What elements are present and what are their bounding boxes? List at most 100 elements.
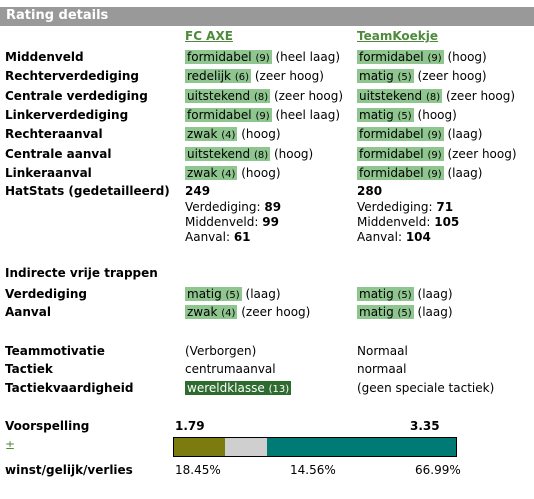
hatstats-total: 249 xyxy=(185,184,211,198)
rating: formidabel (9) (zeer hoog) xyxy=(357,146,517,164)
row-label: Centrale verdediging xyxy=(5,89,148,103)
level-score: (13) xyxy=(268,384,290,395)
part-label: Aanval: xyxy=(185,230,230,244)
motivation: (Verborgen) xyxy=(185,344,257,358)
outcome-label: 66.99% xyxy=(415,463,461,477)
level-score: (9) xyxy=(427,53,442,64)
part-label: Verdediging: xyxy=(185,200,261,214)
team-name: FC AXE xyxy=(185,29,233,43)
rating-level: uitstekend (8) xyxy=(185,147,271,161)
level-score: (9) xyxy=(427,150,442,161)
rating-level: uitstekend (8) xyxy=(357,89,443,103)
level-text: matig xyxy=(359,69,394,83)
row-label: Linkerverdediging xyxy=(5,108,129,122)
level-score: (8) xyxy=(253,92,269,103)
hatstats-part: Aanval: 104 xyxy=(357,229,431,245)
rating-note: (hoog) xyxy=(241,127,281,141)
motivation: Normaal xyxy=(357,344,408,358)
team-name: TeamKoekje xyxy=(357,29,439,43)
level-text: wereldklasse xyxy=(187,381,265,395)
row-label: HatStats (gedetailleerd) xyxy=(5,184,170,198)
level-score: (5) xyxy=(225,290,240,301)
rating: zwak (4) (hoog) xyxy=(185,126,281,144)
row-label: Linkeraanval xyxy=(5,166,92,180)
rating-note: (laag) xyxy=(447,166,483,180)
row-label: Tactiek xyxy=(5,362,53,376)
rating-note: (zeer hoog) xyxy=(273,89,344,103)
rating: formidabel (9) (hoog) xyxy=(357,49,487,67)
level-text: formidabel xyxy=(359,50,424,64)
rating-note: (hoog) xyxy=(273,147,314,161)
rating-level: matig (5) xyxy=(357,108,414,122)
section-title: Indirecte vrije trappen xyxy=(5,266,158,280)
rating-level: matig (5) xyxy=(357,305,414,319)
rating: matig (5) (laag) xyxy=(357,304,453,322)
level-text: formidabel xyxy=(359,166,424,180)
part-value: 61 xyxy=(233,230,251,244)
rating: matig (5) (zeer hoog) xyxy=(357,68,487,86)
row-label: Verdediging xyxy=(5,287,87,301)
toggle: ± xyxy=(5,438,16,452)
level-score: (4) xyxy=(221,169,236,180)
rating: matig (5) (laag) xyxy=(357,286,453,304)
level-text: matig xyxy=(359,108,394,122)
rating: uitstekend (8) (zeer hoog) xyxy=(185,88,343,106)
tactic-skill: wereldklasse (13) xyxy=(185,380,292,398)
level-score: (8) xyxy=(425,92,441,103)
part-value: 105 xyxy=(434,215,460,229)
rating-level: zwak (4) xyxy=(185,127,238,141)
tactic: centrumaanval xyxy=(185,362,276,376)
rating-level: redelijk (6) xyxy=(185,69,252,83)
rating-level: formidabel (9) xyxy=(357,166,444,180)
hatstats-total: 280 xyxy=(357,184,383,198)
level-score: (5) xyxy=(397,290,412,301)
level-text: matig xyxy=(359,305,394,319)
part-value: 99 xyxy=(262,215,279,229)
row-label: Teammotivatie xyxy=(5,344,105,358)
level-score: (9) xyxy=(255,111,270,122)
rating: zwak (4) (zeer hoog) xyxy=(185,304,310,322)
level-score: (4) xyxy=(221,130,236,141)
part-label: Aanval: xyxy=(357,230,402,244)
level-text: uitstekend xyxy=(187,89,251,103)
rating-level: matig (5) xyxy=(185,287,242,301)
row-label: Aanval xyxy=(5,305,51,319)
rating: formidabel (9) (laag) xyxy=(357,126,482,144)
row-label: Tactiekvaardigheid xyxy=(5,381,134,395)
rating-level: matig (5) xyxy=(357,69,414,83)
row-label: Rechteraanval xyxy=(5,127,103,141)
goals: 1.79 xyxy=(175,419,205,433)
tactic: normaal xyxy=(357,362,407,376)
prediction-segment xyxy=(225,437,267,457)
rating: uitstekend (8) (hoog) xyxy=(185,146,313,164)
rating: matig (5) (hoog) xyxy=(357,107,457,125)
rating-note: (zeer hoog) xyxy=(241,305,311,319)
level-score: (9) xyxy=(427,169,442,180)
row-label: Voorspelling xyxy=(5,419,90,433)
rating-level: matig (5) xyxy=(357,287,414,301)
row-label: winst/gelijk/verlies xyxy=(5,463,133,477)
rating-note: (zeer hoog) xyxy=(417,69,487,83)
rating: redelijk (6) (zeer hoog) xyxy=(185,68,324,86)
level-text: formidabel xyxy=(359,127,424,141)
rating-note: (heel laag) xyxy=(275,108,340,122)
level-text: redelijk xyxy=(187,69,232,83)
part-label: Verdediging: xyxy=(357,200,433,214)
level-text: zwak xyxy=(187,166,218,180)
level-text: zwak xyxy=(187,305,218,319)
level-score: (5) xyxy=(397,308,412,319)
rating: zwak (4) (hoog) xyxy=(185,165,281,183)
rating: formidabel (9) (laag) xyxy=(357,165,482,183)
rating: formidabel (9) (heel laag) xyxy=(185,107,340,125)
rating-note: (hoog) xyxy=(241,166,281,180)
level-text: formidabel xyxy=(187,50,252,64)
level-score: (6) xyxy=(234,72,250,83)
level-text: uitstekend xyxy=(187,147,251,161)
row-label: Centrale aanval xyxy=(5,147,112,161)
rating: uitstekend (8) (zeer hoog) xyxy=(357,88,515,106)
outcome-label: 14.56% xyxy=(290,463,336,477)
level-text: zwak xyxy=(187,127,218,141)
level-score: (4) xyxy=(221,308,236,319)
level-text: formidabel xyxy=(359,147,424,161)
row-label: Rechterverdediging xyxy=(5,69,139,83)
